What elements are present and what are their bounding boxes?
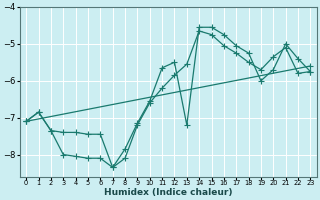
X-axis label: Humidex (Indice chaleur): Humidex (Indice chaleur) — [104, 188, 233, 197]
